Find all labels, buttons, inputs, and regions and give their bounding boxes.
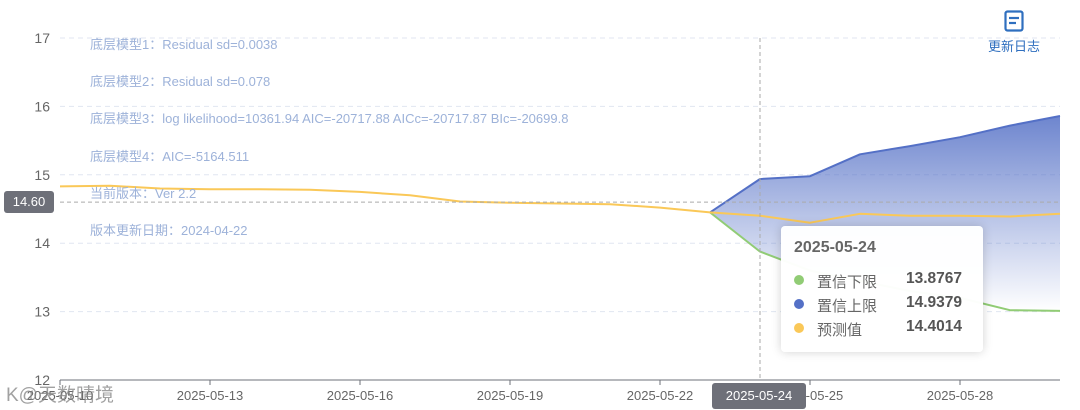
tooltip-row-forecast: 预测值 14.4014 bbox=[794, 317, 974, 339]
y-axis-pointer-label: 14.60 bbox=[4, 191, 54, 213]
annotation-model-3: 底层模型3：log likelihood=10361.94 AIC=-20717… bbox=[90, 111, 569, 126]
annotation-model-2: 底层模型2：Residual sd=0.078 bbox=[90, 74, 271, 89]
x-axis-ticks: 2025-05-10 2025-05-13 2025-05-16 2025-05-19… bbox=[27, 380, 994, 403]
update-log-label: 更新日志 bbox=[987, 39, 1040, 54]
document-icon bbox=[1004, 10, 1024, 32]
tooltip-label-lower: 置信下限 bbox=[817, 274, 878, 291]
annotation-model-4: 底层模型4：AIC=-5164.511 bbox=[90, 149, 250, 164]
tooltip-value-lower: 13.8767 bbox=[906, 270, 963, 287]
tooltip-label-forecast: 预测值 bbox=[817, 322, 863, 339]
tooltip-title: 2025-05-24 bbox=[794, 239, 876, 256]
y-tick-label-17: 17 bbox=[34, 30, 50, 46]
tooltip-value-forecast: 14.4014 bbox=[906, 318, 963, 335]
y-tick-label-13: 13 bbox=[34, 304, 50, 320]
x-tick-label-2025-05-19: 2025-05-19 bbox=[477, 388, 544, 403]
x-tick-label-2025-05-16: 2025-05-16 bbox=[327, 388, 394, 403]
grid-lines bbox=[60, 37, 1060, 381]
annotation-version: 当前版本：Ver 2.2 bbox=[90, 186, 197, 201]
x-tick-label-2025-05-22: 2025-05-22 bbox=[627, 388, 694, 403]
x-tick-label-2025-05-13: 2025-05-13 bbox=[177, 388, 244, 403]
annotation-update-date: 版本更新日期：2024-04-22 bbox=[90, 223, 248, 238]
series-line-upper-bound bbox=[709, 115, 1061, 214]
update-log-button[interactable]: 更新日志 bbox=[982, 10, 1046, 58]
y-tick-label-16: 16 bbox=[34, 98, 50, 114]
x-tick-label-2025-05-10: 2025-05-10 bbox=[27, 388, 94, 403]
y-axis-ticks: 12 13 14 15 16 17 bbox=[34, 30, 50, 388]
tooltip: 2025-05-24 置信下限 13.8767 置信上限 14.9379 预测值… bbox=[781, 226, 983, 352]
tooltip-value-upper: 14.9379 bbox=[906, 294, 963, 311]
tooltip-label-upper: 置信上限 bbox=[817, 298, 878, 315]
legend-dot-forecast bbox=[794, 323, 804, 333]
y-tick-label-15: 15 bbox=[34, 167, 50, 183]
series-line-forecast bbox=[59, 184, 1061, 224]
x-tick-label-2025-05-28: 2025-05-28 bbox=[927, 388, 994, 403]
x-axis-pointer-label: 2025-05-24 bbox=[712, 383, 806, 409]
axis-pointer bbox=[60, 38, 1060, 380]
y-tick-label-12: 12 bbox=[34, 372, 50, 388]
legend-dot-upper bbox=[794, 299, 804, 309]
y-tick-label-14: 14 bbox=[34, 235, 50, 251]
tooltip-row-upper: 置信上限 14.9379 bbox=[794, 293, 974, 315]
tooltip-row-lower: 置信下限 13.8767 bbox=[794, 269, 974, 291]
watermark: K@天数晴境 bbox=[6, 385, 114, 406]
annotation-model-1: 底层模型1：Residual sd=0.0038 bbox=[90, 37, 278, 52]
legend-dot-lower bbox=[794, 275, 804, 285]
